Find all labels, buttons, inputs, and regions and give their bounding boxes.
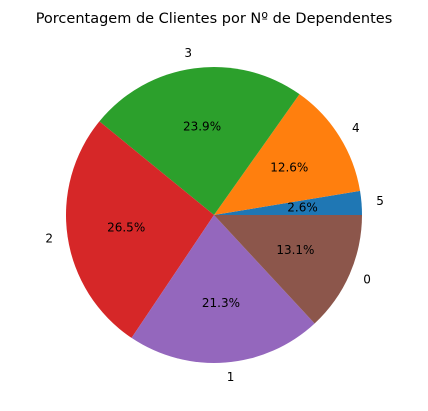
slice-label-1: 1 bbox=[227, 370, 235, 384]
slice-percent-2: 26.5% bbox=[107, 221, 145, 235]
slice-percent-1: 21.3% bbox=[202, 296, 240, 310]
pie-slice-0 bbox=[214, 215, 362, 324]
slice-percent-4: 12.6% bbox=[270, 160, 308, 174]
slice-label-0: 0 bbox=[363, 273, 371, 287]
pie-slice-2 bbox=[65, 121, 214, 338]
slice-percent-0: 13.1% bbox=[276, 243, 314, 257]
pie-slice-1 bbox=[131, 215, 315, 363]
slice-label-4: 4 bbox=[352, 121, 360, 135]
chart-title: Porcentagem de Clientes por Nº de Depend… bbox=[36, 11, 393, 27]
pie-slices bbox=[65, 67, 362, 363]
pie-slice-3 bbox=[99, 67, 300, 215]
pie-slice-4 bbox=[214, 94, 361, 215]
slice-percent-3: 23.9% bbox=[183, 120, 221, 134]
slice-label-3: 3 bbox=[184, 46, 192, 60]
pie-labels: 5 2.6% 4 12.6% 3 23.9% 2 26.5% 1 21.3% 0 13.1% bbox=[45, 46, 384, 384]
slice-label-2: 2 bbox=[45, 231, 53, 245]
slice-percent-5: 2.6% bbox=[287, 200, 318, 214]
pie-slice-5 bbox=[214, 190, 362, 215]
slice-label-5: 5 bbox=[376, 194, 384, 208]
